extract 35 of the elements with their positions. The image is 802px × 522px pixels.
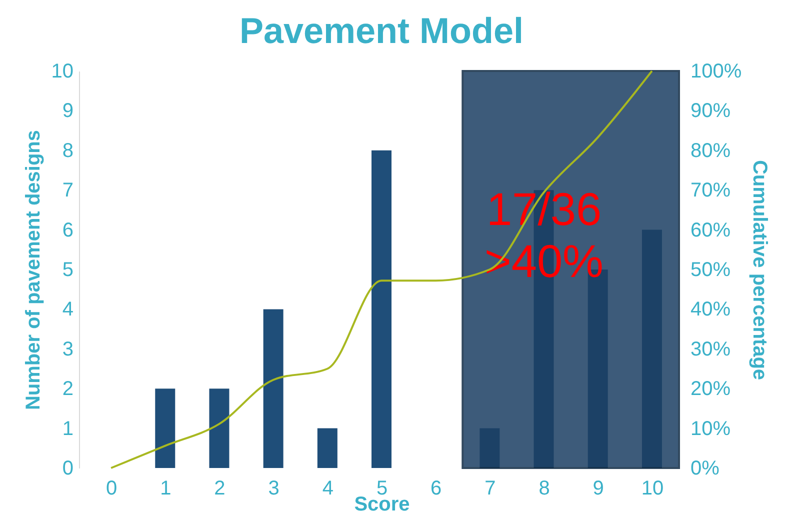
y2-tick-label: 100%	[690, 60, 742, 82]
x-tick-label: 0	[106, 478, 118, 500]
x-tick-label: 9	[592, 478, 604, 500]
y-tick-label: 7	[62, 180, 74, 202]
x-tick-label: 6	[430, 478, 442, 500]
y-tick-label: 10	[51, 60, 74, 82]
y2-tick-label: 0%	[690, 458, 720, 480]
y-axis-title: Number of pavement designs	[22, 130, 44, 410]
y2-tick-label: 10%	[690, 418, 731, 440]
x-tick-label: 10	[641, 478, 664, 500]
x-tick-label: 7	[484, 478, 496, 500]
y-tick-label: 4	[62, 298, 74, 321]
y2-tick-label: 60%	[690, 219, 731, 242]
x-tick-label: 1	[160, 478, 172, 500]
y2-tick-label: 50%	[690, 259, 731, 281]
y2-tick-label: 40%	[690, 298, 731, 321]
chart-title: Pavement Model	[239, 10, 524, 51]
y-tick-label: 8	[62, 140, 74, 162]
y-tick-label: 5	[62, 259, 74, 281]
y-tick-label: 1	[62, 418, 74, 440]
y-tick-label: 2	[62, 378, 74, 400]
y2-tick-label: 90%	[690, 100, 731, 122]
y-tick-label: 3	[62, 338, 74, 360]
y-tick-label: 9	[62, 100, 74, 122]
x-tick-label: 8	[538, 478, 550, 500]
y2-tick-label: 30%	[690, 338, 731, 360]
y2-tick-label: 70%	[690, 180, 731, 202]
y2-axis-title: Cumulative percentage	[748, 160, 771, 380]
y-tick-label: 6	[62, 219, 74, 242]
x-tick-label: 4	[322, 478, 334, 500]
y2-tick-label: 20%	[690, 378, 731, 400]
y2-tick-label: 80%	[690, 140, 731, 162]
x-tick-label: 3	[268, 478, 280, 500]
x-tick-label: 2	[214, 478, 226, 500]
y-tick-label: 0	[62, 458, 74, 480]
